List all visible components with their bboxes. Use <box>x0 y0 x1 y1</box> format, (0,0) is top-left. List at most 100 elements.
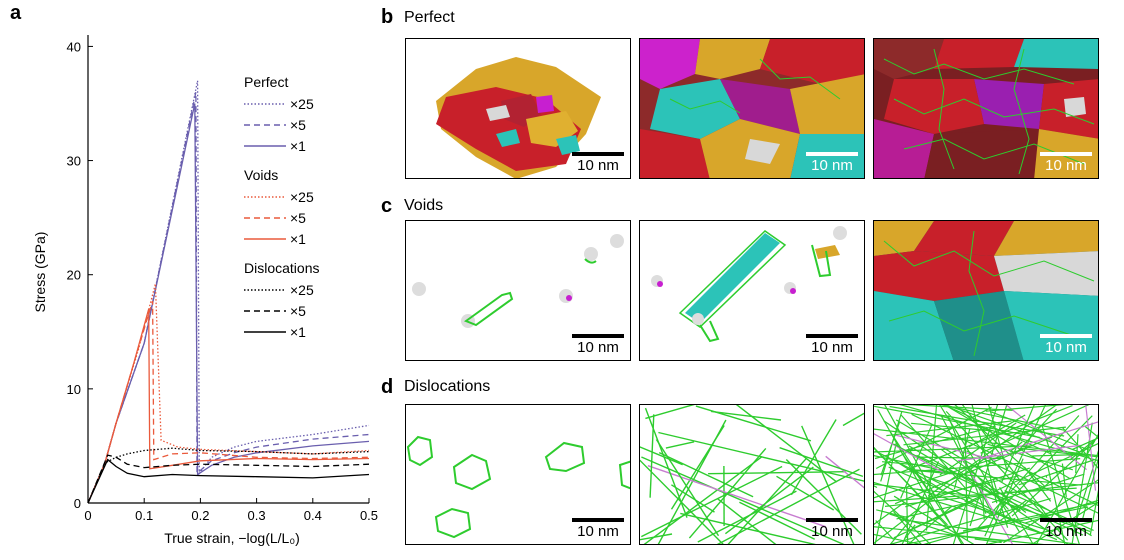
perfect-panel-1: 10 nm <box>405 38 631 179</box>
dislocation-line <box>825 455 864 489</box>
dislocation-line <box>969 405 1008 527</box>
dislocation-line <box>904 506 1088 544</box>
dislocation-line <box>1046 462 1066 544</box>
scale-bar: 10 nm <box>1040 152 1092 174</box>
x-tick-label: 0.5 <box>360 508 378 523</box>
dislocation-line <box>1009 441 1023 453</box>
scale-bar: 10 nm <box>806 518 858 540</box>
dislocation-line <box>801 425 855 544</box>
series-line <box>87 458 370 504</box>
dislocation-line <box>1081 457 1098 522</box>
panel-a-label: a <box>10 2 22 24</box>
dislocation-line <box>905 405 1014 411</box>
series-line <box>87 80 370 504</box>
dislocation-line <box>991 473 1085 503</box>
scale-bar-label: 10 nm <box>577 339 619 356</box>
dislocation-line <box>980 421 1098 460</box>
dislocation-line <box>947 415 987 514</box>
dislocation-line <box>1035 433 1098 544</box>
dislocation-line <box>985 519 1098 544</box>
dislocation-line <box>640 533 673 541</box>
dislocation-line <box>739 501 816 540</box>
scale-bar-label: 10 nm <box>1045 523 1087 540</box>
dislocation-line <box>688 447 767 539</box>
dislocation-line <box>900 423 933 499</box>
dislocation-line <box>1023 466 1052 502</box>
dislocation-line <box>724 466 814 535</box>
dislocation-line <box>1062 427 1098 469</box>
legend-group-title: Voids <box>244 167 278 183</box>
dislocation-line <box>1020 447 1098 458</box>
dislocation-line <box>971 405 998 504</box>
dislocation-line <box>735 405 838 483</box>
dislocation-line <box>640 446 683 466</box>
x-axis-label: True strain, −log(L/L₀) <box>164 530 300 546</box>
dislocation-line <box>875 520 894 540</box>
dislocation-line <box>1069 436 1098 461</box>
dislocation-line <box>907 505 953 544</box>
dislocation-line <box>790 419 837 496</box>
legend-entry-label: ×5 <box>290 303 306 319</box>
dislocation-line <box>874 433 946 475</box>
voids-panel-1: 10 nm <box>405 220 631 361</box>
scale-bar: 10 nm <box>806 334 858 356</box>
scale-bar: 10 nm <box>1040 334 1092 356</box>
scale-bar: 10 nm <box>806 152 858 174</box>
legend-entry-label: ×1 <box>290 231 306 247</box>
dislocations-panel-1: 10 nm <box>405 404 631 545</box>
dislocation-line <box>939 422 1017 476</box>
dislocation-line <box>896 502 966 520</box>
y-tick-label: 30 <box>67 154 81 169</box>
x-tick-label: 0 <box>84 508 91 523</box>
dislocation-line <box>1089 489 1098 536</box>
perfect-crystal-render-2 <box>640 39 864 178</box>
legend-entry-label: ×1 <box>290 138 306 154</box>
legend-entry-label: ×25 <box>290 282 314 298</box>
dislocation-line <box>964 500 993 516</box>
dislocation-line <box>958 477 1084 536</box>
dislocation-line <box>889 508 920 544</box>
legend-entry-label: ×1 <box>290 324 306 340</box>
scale-bar: 10 nm <box>1040 518 1092 540</box>
dislocation-line <box>905 524 916 539</box>
dislocations-render-2 <box>640 405 864 544</box>
dislocation-line <box>1004 490 1094 531</box>
scale-bar-label: 10 nm <box>577 523 619 540</box>
legend-entry-label: ×25 <box>290 189 314 205</box>
dislocation-line <box>909 469 1083 486</box>
series-line <box>87 91 370 504</box>
scale-bar: 10 nm <box>572 518 624 540</box>
dislocation-line <box>874 485 878 489</box>
x-tick-label: 0.1 <box>135 508 153 523</box>
dislocation-line <box>999 486 1034 544</box>
scale-bar: 10 nm <box>572 152 624 174</box>
dislocation-line <box>874 502 905 525</box>
dislocation-line <box>874 446 950 530</box>
dislocation-line <box>658 431 864 482</box>
y-tick-label: 40 <box>67 39 81 54</box>
panel-b-title: Perfect <box>404 9 455 26</box>
panel-c-title: Voids <box>404 197 444 214</box>
dislocation-line <box>987 443 1073 471</box>
dislocation-line <box>900 543 905 544</box>
scale-bar-label: 10 nm <box>811 157 853 174</box>
scale-bar-label: 10 nm <box>577 157 619 174</box>
dislocation-line <box>985 405 1066 412</box>
dislocation-line <box>640 459 724 544</box>
legend-group-title: Dislocations <box>244 260 319 276</box>
dislocation-line <box>889 513 962 538</box>
dislocation-line <box>900 414 966 489</box>
series-line <box>87 283 370 504</box>
dislocation-line <box>1001 405 1035 483</box>
dislocation-line <box>964 461 1014 544</box>
dislocation-line <box>882 461 932 467</box>
dislocation-line <box>964 421 968 541</box>
dislocation-line <box>640 465 783 538</box>
dislocation-line <box>939 405 1021 533</box>
dislocations-panel-3: 10 nm <box>873 404 1099 545</box>
dislocation-line <box>962 501 1098 532</box>
dislocation-line <box>708 471 846 475</box>
dislocation-line <box>645 405 695 420</box>
scale-bar-label: 10 nm <box>811 523 853 540</box>
dislocation-line <box>874 405 1041 439</box>
